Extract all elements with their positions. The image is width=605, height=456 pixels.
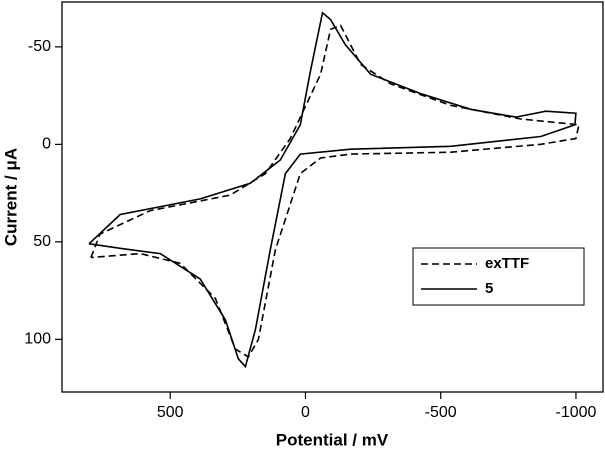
y-tick-label: 0: [42, 136, 51, 153]
series-line: [88, 11, 577, 369]
series-line: [90, 24, 580, 359]
legend-label: exTTF: [485, 255, 529, 272]
y-tick-label: 100: [24, 331, 51, 348]
legend-label: 5: [485, 280, 493, 297]
x-axis-title: Potential / mV: [276, 430, 389, 449]
y-axis-title: Current / μA: [1, 148, 20, 246]
x-tick-label: -500: [425, 404, 457, 421]
y-tick-label: -50: [28, 38, 51, 55]
x-tick-label: 0: [301, 404, 310, 421]
x-tick-label: -1000: [555, 404, 596, 421]
legend-box: [412, 247, 585, 306]
plot-frame: [61, 1, 604, 393]
x-tick-label: 500: [157, 404, 184, 421]
y-tick-label: 50: [33, 233, 51, 250]
